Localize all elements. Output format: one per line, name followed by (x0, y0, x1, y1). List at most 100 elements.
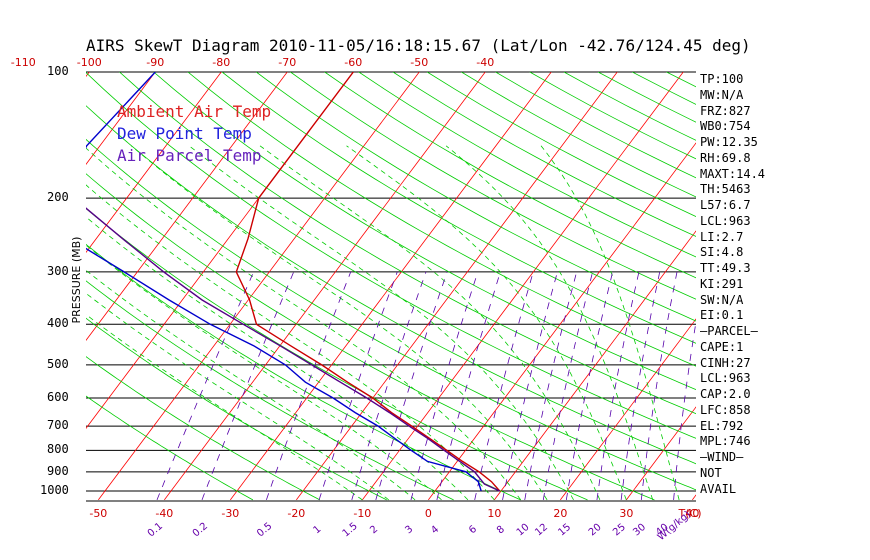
legend-ambient-air-temp: Ambient Air Temp (117, 102, 272, 121)
isotherm-line (98, 72, 420, 501)
dry-adiabat-line (86, 243, 521, 501)
bottom-temp-tick-label: 20 (553, 507, 567, 520)
stability-index-item: —WIND— (700, 450, 744, 464)
moist-adiabat-line (86, 147, 522, 501)
moist-adiabat-line (346, 145, 627, 501)
stability-index-item: TH:5463 (700, 182, 751, 197)
moist-adiabat-grid (86, 145, 680, 501)
dry-adiabat-grid (86, 72, 696, 501)
mixing-ratio-line (542, 271, 593, 500)
mixing-ratio-line (410, 271, 479, 500)
stability-index-item: FRZ:827 (700, 103, 751, 118)
legend-air-parcel-temp: Air Parcel Temp (117, 146, 262, 165)
pressure-tick-label: 500 (47, 356, 69, 371)
moist-adiabat-line (445, 145, 654, 500)
mixing-ratio-tick-label: 30 (631, 522, 648, 539)
stability-index-item: TT:49.3 (700, 261, 751, 275)
bottom-temp-tick-label: -30 (221, 507, 239, 520)
stability-index-item: KI:291 (700, 276, 744, 291)
moist-adiabat-line (86, 216, 469, 501)
dry-adiabat-line (86, 72, 696, 439)
bottom-temp-tick-label: -20 (287, 507, 305, 520)
isotherm-line (0, 72, 23, 500)
moist-adiabat-line (86, 184, 495, 501)
dry-adiabat-line (86, 173, 655, 501)
mixing-ratio-line (596, 271, 640, 500)
moist-adiabat-line (540, 145, 680, 500)
moist-adiabat-line (259, 145, 601, 501)
top-temp-tick-label: -110 (11, 56, 36, 69)
isotherm-line (560, 318, 696, 501)
dry-adiabat-line (187, 72, 696, 367)
pressure-tick-label: 600 (47, 390, 69, 405)
dry-adiabat-line (86, 280, 454, 501)
stability-index-item: EL:792 (700, 418, 744, 433)
isotherm-line (296, 72, 618, 501)
mixing-ratio-line (201, 271, 295, 501)
isotherm-line (164, 72, 486, 501)
top-temperature-axis: -120-110-100-90-80-70-60-50-40 (11, 56, 494, 69)
mixing-ratio-line (524, 271, 577, 500)
mixing-ratio-line (318, 271, 398, 501)
bottom-temp-tick-label: 0 (425, 507, 432, 520)
stability-index-item: MPL:746 (700, 434, 751, 449)
bottom-temperature-axis: -50 -40 -30 -20 -10 0 10 20 30 40T(C) (89, 507, 701, 520)
moist-adiabat-line (188, 145, 574, 501)
bottom-temp-tick-label: 30 (619, 507, 633, 520)
mixing-ratio-tick-label: 0.1 (146, 521, 165, 540)
legend-dew-point-temp: Dew Point Temp (117, 124, 252, 143)
stability-index-item: RH:69.8 (700, 150, 751, 165)
pressure-tick-label: 900 (47, 463, 69, 478)
isotherm-line (758, 72, 870, 500)
isotherm-line (428, 142, 696, 501)
mixing-ratio-tick-label: 8 (495, 524, 507, 537)
isotherm-line (626, 406, 696, 501)
top-temp-tick-label: -100 (77, 56, 102, 69)
mixing-ratio-tick-label: 2 (368, 524, 380, 537)
bottom-temp-tick-label: 10 (487, 507, 501, 520)
dry-adiabat-line (86, 105, 696, 465)
stability-index-item: LCL:963 (700, 371, 751, 386)
chart-title: AIRS SkewT Diagram 2010-11-05/16:18:15.6… (86, 36, 751, 55)
mixing-ratio-grid (156, 271, 696, 501)
mixing-ratio-tick-label: 12 (533, 522, 550, 539)
isotherm-line (494, 230, 696, 501)
air-parcel-temp-line (86, 207, 500, 492)
dew-point-temp-line (86, 72, 482, 492)
isotherm-line (86, 72, 156, 166)
stability-index-item: CINH:27 (700, 355, 751, 370)
stability-index-item: EI:0.1 (700, 308, 744, 323)
bottom-temp-tick-label: -10 (353, 507, 371, 520)
mixing-ratio-tick-label: 1 (312, 524, 324, 537)
dry-adiabat-line (221, 72, 696, 344)
mixing-ratio-tick-label: 25 (611, 522, 628, 539)
pressure-tick-label: 700 (47, 418, 69, 433)
mixing-ratio-line (436, 271, 501, 500)
stability-index-item: MAXT:14.4 (700, 166, 766, 181)
mixing-ratio-tick-label: 0.2 (191, 521, 210, 540)
mixing-ratio-tick-label: 4 (429, 524, 441, 537)
dry-adiabat-line (290, 72, 696, 300)
top-temp-tick-label: -90 (146, 56, 164, 69)
mixing-ratio-tick-label: 1.5 (341, 521, 360, 540)
top-temp-tick-label: -60 (344, 56, 362, 69)
mixing-ratio-line (502, 271, 558, 500)
stability-index-item: WB0:754 (700, 119, 751, 134)
stability-index-item: SW:N/A (700, 292, 744, 307)
moist-adiabat-line (86, 292, 389, 501)
pressure-tick-label: 200 (47, 190, 69, 205)
moist-adiabat-line (131, 145, 548, 501)
mixing-ratio-line (375, 271, 448, 501)
mixing-ratio-line (266, 271, 352, 501)
stability-index-item: CAPE:1 (700, 339, 744, 354)
stability-index-item: LCL:963 (700, 213, 751, 228)
dry-adiabat-line (256, 72, 696, 322)
top-temp-tick-label: -70 (278, 56, 296, 69)
stability-index-item: NOT (700, 465, 722, 480)
temperature-axis-unit: T(C) (678, 507, 702, 520)
stability-index-item: AVAIL (700, 481, 737, 496)
dry-adiabat-line (86, 356, 320, 501)
mixing-ratio-line (640, 271, 678, 500)
stability-index-item: MW:N/A (700, 87, 744, 102)
